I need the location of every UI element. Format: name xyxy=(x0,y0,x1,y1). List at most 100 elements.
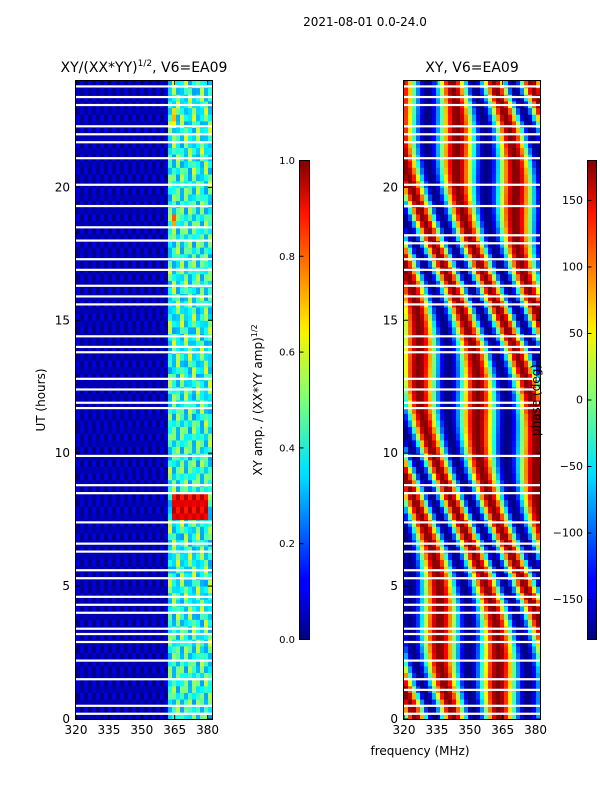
phase-heatmap-cell xyxy=(428,699,433,707)
amplitude-heatmap-cell xyxy=(96,546,101,554)
amplitude-heatmap-cell xyxy=(176,134,181,142)
phase-heatmap-cell xyxy=(440,486,445,494)
phase-heatmap-cell xyxy=(484,632,489,640)
phase-heatmap-cell xyxy=(484,672,489,680)
amplitude-heatmap-cell xyxy=(120,439,125,448)
amplitude-heatmap-cell xyxy=(76,253,81,261)
amplitude-heatmap-cell xyxy=(152,127,157,135)
amplitude-heatmap-cell xyxy=(196,459,201,467)
phase-heatmap-cell xyxy=(452,659,457,667)
amplitude-heatmap-cell xyxy=(156,419,161,428)
amplitude-heatmap-cell xyxy=(92,606,97,614)
amplitude-heatmap-cell xyxy=(192,659,197,667)
phase-heatmap-cell xyxy=(496,446,501,454)
amplitude-heatmap-cell xyxy=(152,473,157,481)
amplitude-heatmap-cell xyxy=(144,692,149,700)
amplitude-heatmap-cell xyxy=(144,306,149,315)
amplitude-heatmap-cell xyxy=(128,712,133,719)
amplitude-heatmap-cell xyxy=(104,240,109,248)
amplitude-heatmap-cell xyxy=(208,679,212,687)
amplitude-heatmap-cell xyxy=(200,632,205,640)
amplitude-heatmap-cell xyxy=(208,114,212,122)
phase-heatmap-cell xyxy=(432,459,437,467)
phase-heatmap-cell xyxy=(484,413,489,421)
phase-heatmap-cell xyxy=(508,459,513,467)
amplitude-heatmap-cell xyxy=(124,107,129,115)
amplitude-heatmap-cell xyxy=(112,493,117,501)
phase-heatmap-cell xyxy=(488,572,493,580)
amplitude-heatmap-cell xyxy=(160,599,165,607)
phase-heatmap-cell xyxy=(424,479,429,487)
amplitude-heatmap-cell xyxy=(96,240,101,248)
amplitude-heatmap-cell xyxy=(176,280,181,288)
amplitude-heatmap-cell xyxy=(196,512,201,521)
amplitude-heatmap-cell xyxy=(192,160,197,168)
amplitude-heatmap-cell xyxy=(128,645,133,654)
amplitude-heatmap-cell xyxy=(208,433,212,441)
amplitude-heatmap-cell xyxy=(104,619,109,627)
amplitude-heatmap-cell xyxy=(92,499,97,507)
amplitude-heatmap-cell xyxy=(160,313,165,321)
amplitude-heatmap-cell xyxy=(108,466,113,474)
phase-heatmap-cell xyxy=(416,532,421,541)
amplitude-heatmap-cell xyxy=(88,273,93,281)
amplitude-heatmap-cell xyxy=(200,187,205,195)
amplitude-heatmap-cell xyxy=(84,233,89,241)
amplitude-heatmap-cell xyxy=(88,140,93,148)
amplitude-heatmap-cell xyxy=(168,512,173,521)
amplitude-heatmap-cell xyxy=(184,247,189,255)
amplitude-heatmap-cell xyxy=(176,346,181,354)
amplitude-heatmap-cell xyxy=(120,140,125,148)
amplitude-heatmap-cell xyxy=(200,665,205,673)
phase-heatmap-cell xyxy=(512,619,517,627)
amplitude-heatmap-cell xyxy=(144,240,149,248)
amplitude-heatmap-cell xyxy=(168,506,173,514)
amplitude-heatmap-cell xyxy=(76,187,81,195)
amplitude-heatmap-cell xyxy=(172,612,177,620)
phase-heatmap-cell xyxy=(512,679,517,687)
phase-heatmap-cell xyxy=(472,433,477,441)
amplitude-heatmap-cell xyxy=(108,473,113,481)
amplitude-heatmap-cell xyxy=(160,526,165,534)
amplitude-heatmap-cell xyxy=(104,260,109,268)
amplitude-heatmap-cell xyxy=(184,287,189,295)
amplitude-heatmap-cell xyxy=(92,280,97,288)
amplitude-heatmap-cell xyxy=(108,712,113,719)
amplitude-heatmap-cell xyxy=(128,612,133,620)
amplitude-heatmap-cell xyxy=(120,679,125,687)
phase-heatmap-cell xyxy=(524,506,529,514)
amplitude-heatmap-cell xyxy=(132,81,137,89)
amplitude-heatmap-cell xyxy=(80,227,85,235)
amplitude-heatmap-cell xyxy=(168,260,173,268)
amplitude-heatmap-cell xyxy=(172,679,177,687)
phase-heatmap-cell xyxy=(504,406,509,414)
amplitude-heatmap-cell xyxy=(140,346,145,354)
amplitude-heatmap-cell xyxy=(132,705,137,713)
amplitude-heatmap-cell xyxy=(104,273,109,281)
phase-heatmap-cell xyxy=(428,606,433,614)
amplitude-colorbar-tick-label: 0.0 xyxy=(279,635,295,646)
phase-heatmap-cell xyxy=(452,645,457,654)
amplitude-heatmap-cell xyxy=(160,446,165,454)
phase-heatmap-cell xyxy=(456,606,461,614)
phase-heatmap-cell xyxy=(456,493,461,501)
phase-heatmap-cell xyxy=(444,526,449,534)
amplitude-heatmap-cell xyxy=(112,380,117,388)
phase-heatmap-cell xyxy=(428,526,433,534)
phase-heatmap-cell xyxy=(432,619,437,627)
phase-heatmap-cell xyxy=(532,433,537,441)
amplitude-heatmap-cell xyxy=(136,366,141,374)
amplitude-heatmap-cell xyxy=(108,479,113,487)
phase-heatmap-cell xyxy=(456,665,461,673)
amplitude-heatmap-cell xyxy=(204,526,209,534)
amplitude-heatmap-cell xyxy=(124,200,129,208)
phase-heatmap-cell xyxy=(468,552,473,560)
phase-heatmap-cell xyxy=(456,512,461,521)
amplitude-heatmap-cell xyxy=(160,147,165,155)
amplitude-heatmap-cell xyxy=(76,87,81,95)
phase-heatmap-cell xyxy=(420,552,425,560)
amplitude-heatmap-cell xyxy=(192,273,197,281)
amplitude-heatmap-cell xyxy=(176,486,181,494)
amplitude-heatmap-cell xyxy=(92,134,97,142)
amplitude-heatmap-cell xyxy=(128,599,133,607)
